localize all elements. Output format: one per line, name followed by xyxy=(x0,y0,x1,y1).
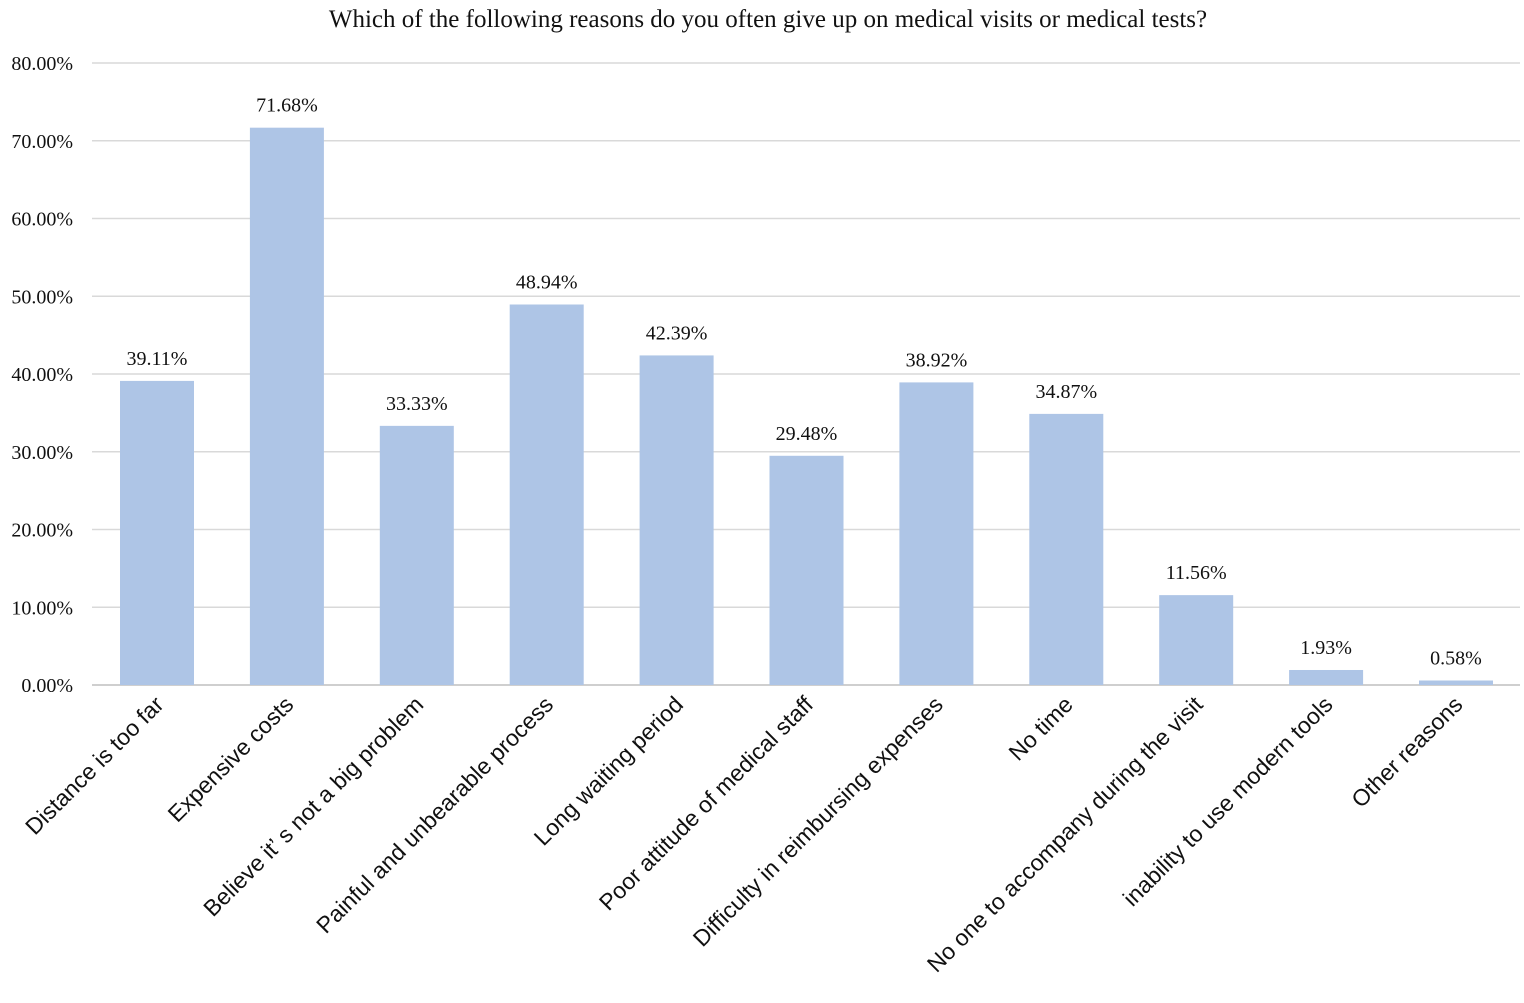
data-label: 11.56% xyxy=(1166,562,1227,584)
x-tick-label: Believe it’ s not a big problem xyxy=(198,691,428,921)
bar xyxy=(1289,669,1364,685)
y-tick-label: 20.00% xyxy=(11,520,73,542)
data-label: 42.39% xyxy=(646,322,708,344)
x-tick-label: No time xyxy=(1003,691,1077,765)
y-tick-label: 30.00% xyxy=(11,442,73,464)
data-label: 71.68% xyxy=(256,95,318,117)
data-labels: 39.11% 71.68% 33.33% 48.94% 42.39% 29.48% 38.9… xyxy=(127,95,1482,670)
x-tick-label: Distance is too far xyxy=(20,691,169,840)
y-tick-label: 40.00% xyxy=(11,364,73,386)
data-label: 1.93% xyxy=(1300,637,1352,659)
bars xyxy=(120,127,1493,686)
y-tick-label: 10.00% xyxy=(11,597,73,619)
y-tick-label: 0.00% xyxy=(21,675,73,697)
x-tick-label: Difficulty in reimbursing expenses xyxy=(688,691,948,951)
x-tick-label: No one to accompany during the visit xyxy=(922,691,1208,977)
x-tick-label: Painful and unbearable process xyxy=(311,691,558,938)
y-tick-label: 80.00% xyxy=(11,53,73,75)
y-tick-label: 50.00% xyxy=(11,286,73,308)
bar xyxy=(379,425,454,685)
x-tick-label: Poor attitude of medical staff xyxy=(594,691,819,916)
data-label: 38.92% xyxy=(906,349,968,371)
bar xyxy=(1419,680,1493,685)
y-axis-ticks: 0.00% 10.00% 20.00% 30.00% 40.00% 50.00% 60.00… xyxy=(11,53,73,697)
bar xyxy=(899,382,974,685)
y-tick-label: 60.00% xyxy=(11,209,73,231)
x-tick-label: Other reasons xyxy=(1346,691,1467,812)
bar xyxy=(509,304,584,685)
chart-title: Which of the following reasons do you of… xyxy=(329,6,1207,33)
bar xyxy=(120,380,194,685)
data-label: 29.48% xyxy=(776,423,838,445)
x-tick-label: Expensive costs xyxy=(163,691,299,827)
bar xyxy=(1159,595,1234,685)
data-label: 0.58% xyxy=(1430,647,1482,669)
data-label: 48.94% xyxy=(516,271,578,293)
bar xyxy=(249,127,324,686)
y-tick-label: 70.00% xyxy=(11,131,73,153)
x-tick-label: inability to use modern tools xyxy=(1118,691,1338,911)
bar xyxy=(1029,413,1104,685)
gridlines xyxy=(92,62,1520,686)
bar xyxy=(769,455,844,685)
bar xyxy=(639,355,714,685)
data-label: 34.87% xyxy=(1035,381,1097,403)
data-label: 33.33% xyxy=(386,393,448,415)
data-label: 39.11% xyxy=(127,348,188,370)
